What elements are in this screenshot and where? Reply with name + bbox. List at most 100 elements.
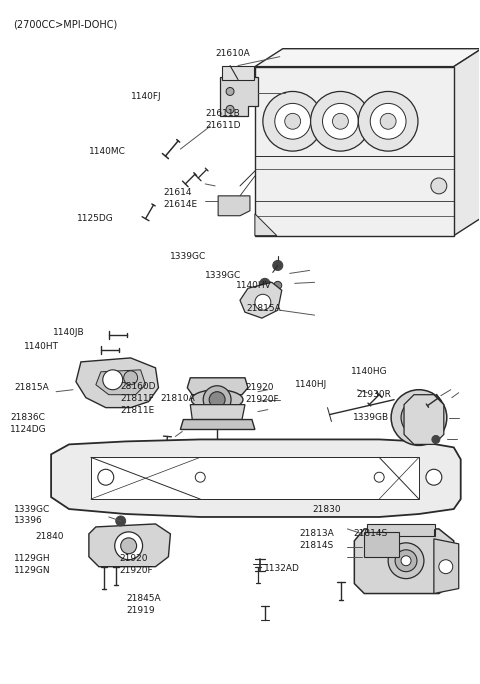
Bar bbox=[367, 524, 435, 536]
Circle shape bbox=[358, 92, 418, 151]
Text: 21811E: 21811E bbox=[120, 406, 155, 415]
Circle shape bbox=[120, 538, 137, 554]
Circle shape bbox=[401, 556, 411, 566]
Circle shape bbox=[226, 88, 234, 96]
Text: 21840: 21840 bbox=[35, 532, 64, 541]
Circle shape bbox=[103, 370, 123, 390]
Circle shape bbox=[115, 532, 143, 560]
Polygon shape bbox=[218, 196, 250, 215]
Circle shape bbox=[374, 472, 384, 482]
Circle shape bbox=[274, 281, 282, 289]
Polygon shape bbox=[240, 282, 282, 318]
Text: 21614E: 21614E bbox=[164, 200, 198, 209]
Text: 21614: 21614 bbox=[164, 188, 192, 198]
Circle shape bbox=[195, 472, 205, 482]
Circle shape bbox=[323, 103, 358, 139]
Circle shape bbox=[415, 414, 423, 421]
Polygon shape bbox=[96, 370, 145, 395]
Text: 1140HV: 1140HV bbox=[236, 281, 272, 290]
Circle shape bbox=[116, 516, 126, 526]
Text: 1140HG: 1140HG bbox=[351, 367, 388, 376]
Polygon shape bbox=[220, 77, 258, 116]
Text: 21830: 21830 bbox=[312, 505, 341, 514]
Text: 21845A: 21845A bbox=[127, 594, 161, 603]
Polygon shape bbox=[89, 524, 170, 566]
Circle shape bbox=[209, 392, 225, 408]
Circle shape bbox=[273, 261, 283, 270]
Circle shape bbox=[380, 114, 396, 129]
Circle shape bbox=[285, 114, 300, 129]
Polygon shape bbox=[255, 66, 454, 235]
Circle shape bbox=[388, 543, 424, 579]
Text: 1339GC: 1339GC bbox=[14, 505, 50, 514]
Text: 1140HJ: 1140HJ bbox=[295, 380, 327, 389]
Text: 1129GH: 1129GH bbox=[14, 554, 51, 563]
Polygon shape bbox=[404, 395, 444, 445]
Circle shape bbox=[311, 92, 370, 151]
Text: 21920: 21920 bbox=[120, 554, 148, 563]
Text: 1140HT: 1140HT bbox=[24, 343, 59, 352]
Text: (2700CC>MPI-DOHC): (2700CC>MPI-DOHC) bbox=[13, 20, 118, 30]
Circle shape bbox=[226, 105, 234, 114]
Circle shape bbox=[260, 278, 270, 289]
Circle shape bbox=[124, 371, 138, 385]
Polygon shape bbox=[255, 213, 277, 235]
Text: 1124DG: 1124DG bbox=[11, 425, 47, 434]
Circle shape bbox=[203, 386, 231, 414]
Circle shape bbox=[401, 399, 437, 436]
Text: 1339GC: 1339GC bbox=[205, 271, 241, 280]
Circle shape bbox=[263, 92, 323, 151]
Circle shape bbox=[431, 178, 447, 194]
Bar bbox=[222, 66, 254, 79]
Text: 21920F: 21920F bbox=[245, 395, 278, 404]
Text: 21930R: 21930R bbox=[356, 390, 391, 399]
Text: 21815A: 21815A bbox=[14, 383, 49, 392]
Text: 21611B: 21611B bbox=[205, 109, 240, 118]
Text: 21611D: 21611D bbox=[205, 121, 240, 130]
Polygon shape bbox=[76, 358, 158, 408]
Text: 28160D: 28160D bbox=[120, 382, 156, 391]
Polygon shape bbox=[454, 49, 480, 235]
Text: 21836C: 21836C bbox=[11, 413, 45, 422]
Text: 1339GC: 1339GC bbox=[170, 252, 207, 261]
Text: 1140MC: 1140MC bbox=[89, 146, 126, 156]
Text: 13396: 13396 bbox=[14, 516, 43, 525]
Text: 21919: 21919 bbox=[127, 606, 156, 615]
Text: 1339GB: 1339GB bbox=[353, 413, 389, 422]
Text: 1140JB: 1140JB bbox=[53, 328, 84, 337]
Circle shape bbox=[98, 469, 114, 485]
Circle shape bbox=[255, 294, 271, 310]
Polygon shape bbox=[51, 439, 461, 517]
Circle shape bbox=[391, 390, 447, 445]
Text: 21920F: 21920F bbox=[120, 566, 153, 575]
Circle shape bbox=[439, 560, 453, 574]
Polygon shape bbox=[354, 529, 454, 594]
Circle shape bbox=[370, 103, 406, 139]
Text: 1132AD: 1132AD bbox=[264, 564, 300, 573]
Text: 21920: 21920 bbox=[245, 383, 274, 392]
Polygon shape bbox=[187, 378, 248, 395]
Circle shape bbox=[333, 114, 348, 129]
Circle shape bbox=[426, 469, 442, 485]
Polygon shape bbox=[91, 458, 419, 499]
Polygon shape bbox=[434, 539, 459, 594]
Polygon shape bbox=[255, 49, 480, 66]
Text: 1125DG: 1125DG bbox=[77, 214, 114, 223]
Text: 21810A: 21810A bbox=[160, 394, 195, 403]
Circle shape bbox=[275, 103, 311, 139]
Text: 21814S: 21814S bbox=[300, 541, 334, 551]
Ellipse shape bbox=[192, 390, 243, 410]
Text: 21814S: 21814S bbox=[353, 529, 387, 538]
Text: 1129GN: 1129GN bbox=[14, 566, 51, 575]
Text: 21815A: 21815A bbox=[246, 304, 281, 313]
Text: 21610A: 21610A bbox=[215, 49, 250, 58]
Text: 1140FJ: 1140FJ bbox=[131, 92, 161, 101]
Bar bbox=[364, 532, 399, 557]
Text: 21811F: 21811F bbox=[120, 394, 155, 403]
Polygon shape bbox=[190, 405, 245, 419]
Circle shape bbox=[395, 550, 417, 572]
Text: 21813A: 21813A bbox=[300, 529, 335, 538]
Circle shape bbox=[410, 408, 428, 427]
Polygon shape bbox=[180, 419, 255, 430]
Circle shape bbox=[432, 436, 440, 443]
